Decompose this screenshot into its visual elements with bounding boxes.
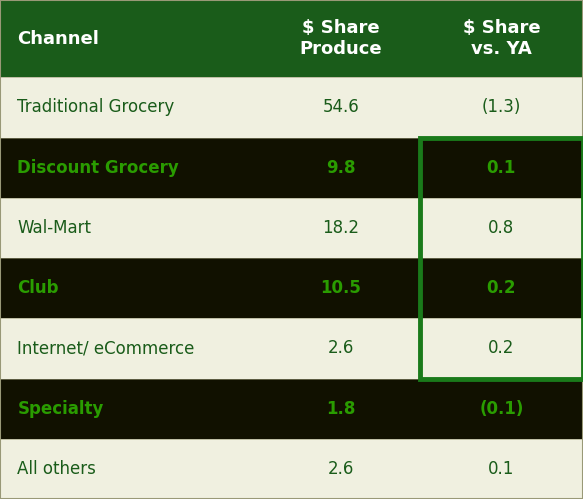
Text: Specialty: Specialty <box>17 400 104 418</box>
Bar <box>0 77 583 138</box>
Text: 1.8: 1.8 <box>326 400 356 418</box>
Text: (0.1): (0.1) <box>479 400 524 418</box>
Text: 0.1: 0.1 <box>488 460 515 478</box>
Text: 2.6: 2.6 <box>328 339 354 357</box>
Bar <box>0 379 583 439</box>
Text: 10.5: 10.5 <box>321 279 361 297</box>
Text: Discount Grocery: Discount Grocery <box>17 159 179 177</box>
Text: 0.2: 0.2 <box>487 279 516 297</box>
Text: 18.2: 18.2 <box>322 219 360 237</box>
Text: 0.1: 0.1 <box>487 159 516 177</box>
Text: $ Share
vs. YA: $ Share vs. YA <box>462 19 540 58</box>
Bar <box>0 439 583 499</box>
Text: 9.8: 9.8 <box>326 159 356 177</box>
Text: 0.8: 0.8 <box>488 219 515 237</box>
Text: All others: All others <box>17 460 96 478</box>
Text: $ Share
Produce: $ Share Produce <box>300 19 382 58</box>
Bar <box>0 198 583 258</box>
Text: 54.6: 54.6 <box>322 98 360 116</box>
Bar <box>0 318 583 379</box>
Text: Channel: Channel <box>17 29 99 48</box>
Text: Traditional Grocery: Traditional Grocery <box>17 98 175 116</box>
Bar <box>0 0 583 77</box>
Text: 0.2: 0.2 <box>488 339 515 357</box>
Text: Club: Club <box>17 279 59 297</box>
Bar <box>420 138 583 379</box>
Text: Internet/ eCommerce: Internet/ eCommerce <box>17 339 195 357</box>
Text: 2.6: 2.6 <box>328 460 354 478</box>
Text: (1.3): (1.3) <box>482 98 521 116</box>
Text: Wal-Mart: Wal-Mart <box>17 219 92 237</box>
Bar <box>0 138 583 198</box>
Bar <box>0 258 583 318</box>
